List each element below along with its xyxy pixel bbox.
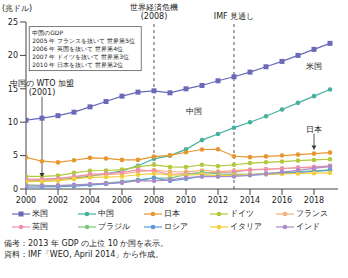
- svg-text:米国: 米国: [306, 62, 322, 71]
- svg-text:IMF 見通し: IMF 見通し: [214, 12, 254, 21]
- html-text:中国: 中国: [98, 209, 114, 218]
- html-text:日本: 日本: [164, 209, 180, 218]
- svg-text:0: 0: [13, 185, 18, 194]
- svg-text:中国: 中国: [186, 107, 202, 116]
- svg-text:2008: 2008: [144, 196, 164, 205]
- html-text:フランス: フランス: [296, 209, 328, 218]
- svg-text:2014: 2014: [240, 196, 260, 205]
- svg-text:2006: 2006: [112, 196, 132, 205]
- html-text:ロシア: ロシア: [164, 222, 188, 231]
- svg-text:中国の WTO 加盟(2001): 中国の WTO 加盟(2001): [10, 79, 74, 97]
- svg-text:日本: 日本: [306, 125, 322, 134]
- html-text:ブラジル: ブラジル: [98, 222, 130, 231]
- html-text:英国: 英国: [32, 222, 48, 231]
- svg-text:2018: 2018: [304, 196, 324, 205]
- html-text:(兆ドル): (兆ドル): [2, 4, 33, 13]
- svg-text:2004: 2004: [80, 196, 100, 205]
- html-text:インド: インド: [296, 222, 320, 231]
- html-text:ドイツ: ドイツ: [230, 209, 254, 218]
- html-text:イタリア: イタリア: [230, 222, 262, 231]
- html-text:資料：IMF「WEO, April 2014」から作成。: 資料：IMF「WEO, April 2014」から作成。: [4, 250, 164, 259]
- svg-text:2002: 2002: [48, 196, 68, 205]
- html-text:米国: 米国: [32, 209, 48, 218]
- svg-text:10: 10: [8, 118, 18, 127]
- svg-text:25: 25: [8, 18, 18, 27]
- html-text:備考：2013 年 GDP の上位 10 か国を表示。: 備考：2013 年 GDP の上位 10 か国を表示。: [4, 239, 169, 248]
- svg-text:中国のGDP2005 年 フランスを抜いて 世界第5位200: 中国のGDP2005 年 フランスを抜いて 世界第5位2006 年 英国を抜いて…: [32, 29, 135, 68]
- svg-text:2016: 2016: [272, 196, 292, 205]
- svg-text:15: 15: [8, 85, 18, 94]
- svg-text:20: 20: [8, 51, 18, 60]
- svg-text:2000: 2000: [16, 196, 36, 205]
- svg-text:5: 5: [13, 151, 18, 160]
- svg-text:2010: 2010: [176, 196, 196, 205]
- svg-text:世界経済危機(2008): 世界経済危機(2008): [130, 3, 178, 21]
- svg-text:2012: 2012: [208, 196, 228, 205]
